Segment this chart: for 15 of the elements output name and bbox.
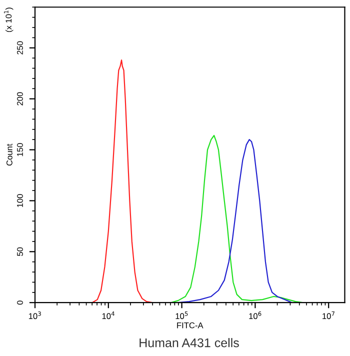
y-tick-label: 50 (17, 247, 23, 256)
text: Human A431 cells (140, 338, 239, 348)
text: (x 10$^{1}$) (4, 8, 14, 32)
y-axis-title: Count (6, 144, 12, 166)
x-axis-title: FITC-A (177, 322, 204, 328)
x-tick-label: 10$^{5}$ (176, 312, 188, 320)
y-tick-label: 0 (17, 300, 23, 305)
y-tick-label: 200 (17, 92, 23, 106)
y-tick-label: 100 (17, 194, 23, 208)
y-tick-label: 250 (17, 41, 23, 54)
x-tick-label: 10$^{6}$ (249, 311, 262, 320)
x-tick-label: 10$^{3}$ (28, 311, 41, 320)
x-tick-label: 10$^{7}$ (322, 312, 334, 320)
y-tick-label: 150 (17, 143, 23, 156)
x-tick-label: 10$^{4}$ (102, 312, 114, 320)
